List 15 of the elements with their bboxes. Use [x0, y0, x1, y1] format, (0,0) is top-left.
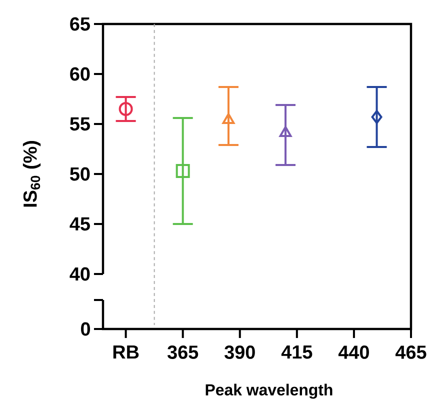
x-tick-label: RB	[113, 346, 139, 359]
x-tick-label: 465	[395, 346, 426, 359]
x-tick-label: 390	[224, 346, 255, 359]
y-tick-label: 55	[70, 117, 90, 131]
x-tick-label: 415	[281, 346, 312, 359]
y-tick-label: 45	[70, 217, 90, 231]
y-tick-label: 50	[70, 167, 90, 181]
y-axis-title: IS$_{60}$ (%)	[22, 141, 41, 207]
y-tick-label: 40	[70, 267, 90, 281]
y-tick-label: 65	[70, 17, 90, 31]
text: 0	[81, 322, 90, 336]
x-tick-label: 440	[338, 346, 369, 359]
x-axis-title: Peak wavelength	[206, 384, 332, 399]
x-tick-label: 365	[168, 346, 198, 359]
y-tick-label: 60	[70, 67, 90, 81]
